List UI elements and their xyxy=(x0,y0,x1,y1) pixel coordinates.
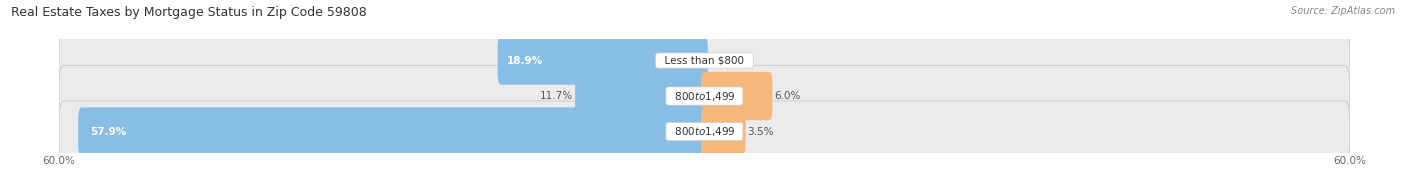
FancyBboxPatch shape xyxy=(575,72,707,120)
FancyBboxPatch shape xyxy=(702,72,772,120)
Text: 11.7%: 11.7% xyxy=(540,91,574,101)
Text: $800 to $1,499: $800 to $1,499 xyxy=(668,90,741,103)
FancyBboxPatch shape xyxy=(79,107,707,156)
FancyBboxPatch shape xyxy=(498,36,707,85)
FancyBboxPatch shape xyxy=(702,107,745,156)
FancyBboxPatch shape xyxy=(59,30,1350,91)
FancyBboxPatch shape xyxy=(59,65,1350,127)
Text: 18.9%: 18.9% xyxy=(506,55,543,65)
Text: $800 to $1,499: $800 to $1,499 xyxy=(668,125,741,138)
Text: 3.5%: 3.5% xyxy=(748,127,773,137)
Text: Source: ZipAtlas.com: Source: ZipAtlas.com xyxy=(1291,6,1395,16)
Text: 57.9%: 57.9% xyxy=(90,127,127,137)
FancyBboxPatch shape xyxy=(59,101,1350,162)
Text: 0.0%: 0.0% xyxy=(710,55,735,65)
Text: Real Estate Taxes by Mortgage Status in Zip Code 59808: Real Estate Taxes by Mortgage Status in … xyxy=(11,6,367,19)
Text: 6.0%: 6.0% xyxy=(775,91,800,101)
Text: Less than $800: Less than $800 xyxy=(658,55,751,65)
